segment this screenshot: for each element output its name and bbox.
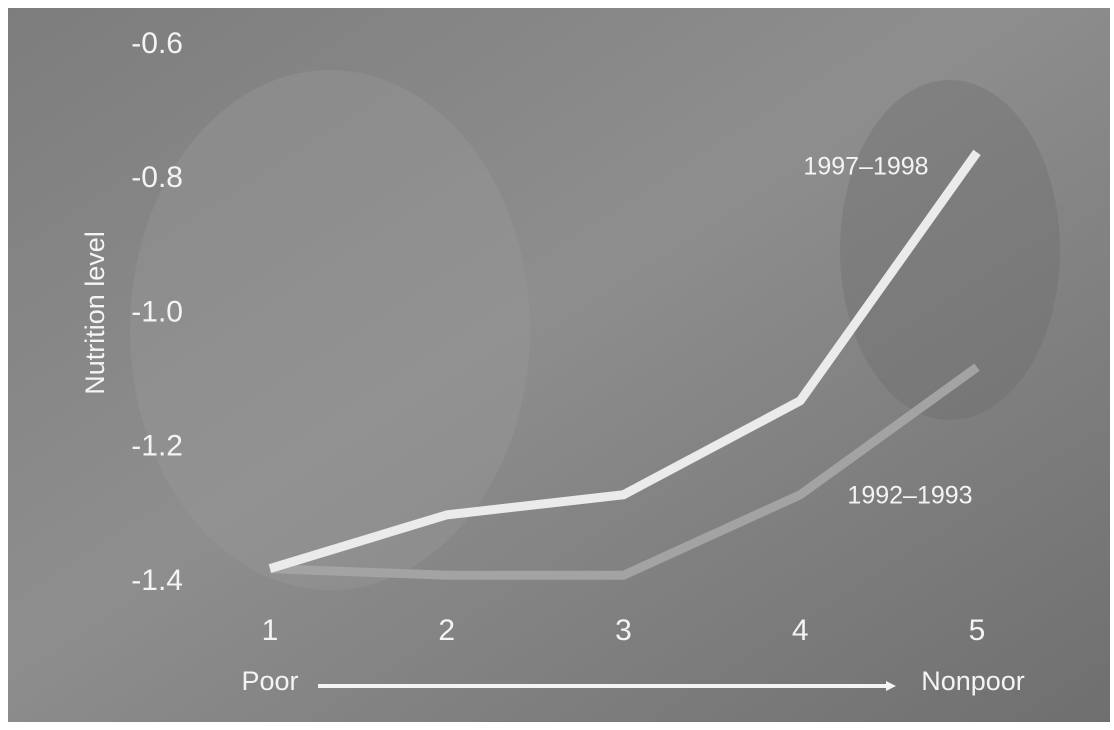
- series-label: 1997–1998: [803, 153, 928, 181]
- y-axis-label: Nutrition level: [80, 231, 110, 395]
- x-tick-label: 1: [262, 614, 279, 647]
- background: [8, 8, 1110, 722]
- series-line: [268, 149, 981, 573]
- series-label: 1992–1993: [847, 482, 972, 510]
- x-tick-label: 2: [438, 614, 455, 647]
- photo-shade: [840, 80, 1060, 420]
- photo-shade: [130, 70, 530, 590]
- series-line: [269, 363, 980, 580]
- x-tick-label: 3: [615, 614, 632, 647]
- y-tick-label: -0.6: [131, 27, 183, 60]
- x-start-label: Poor: [241, 666, 298, 696]
- x-end-label: Nonpoor: [921, 666, 1025, 696]
- x-tick-label: 4: [792, 614, 809, 647]
- x-tick-label: 5: [969, 614, 986, 647]
- y-tick-label: -1.0: [131, 295, 183, 328]
- y-tick-label: -1.2: [131, 430, 183, 463]
- y-tick-label: -0.8: [131, 161, 183, 194]
- y-tick-label: -1.4: [131, 564, 183, 597]
